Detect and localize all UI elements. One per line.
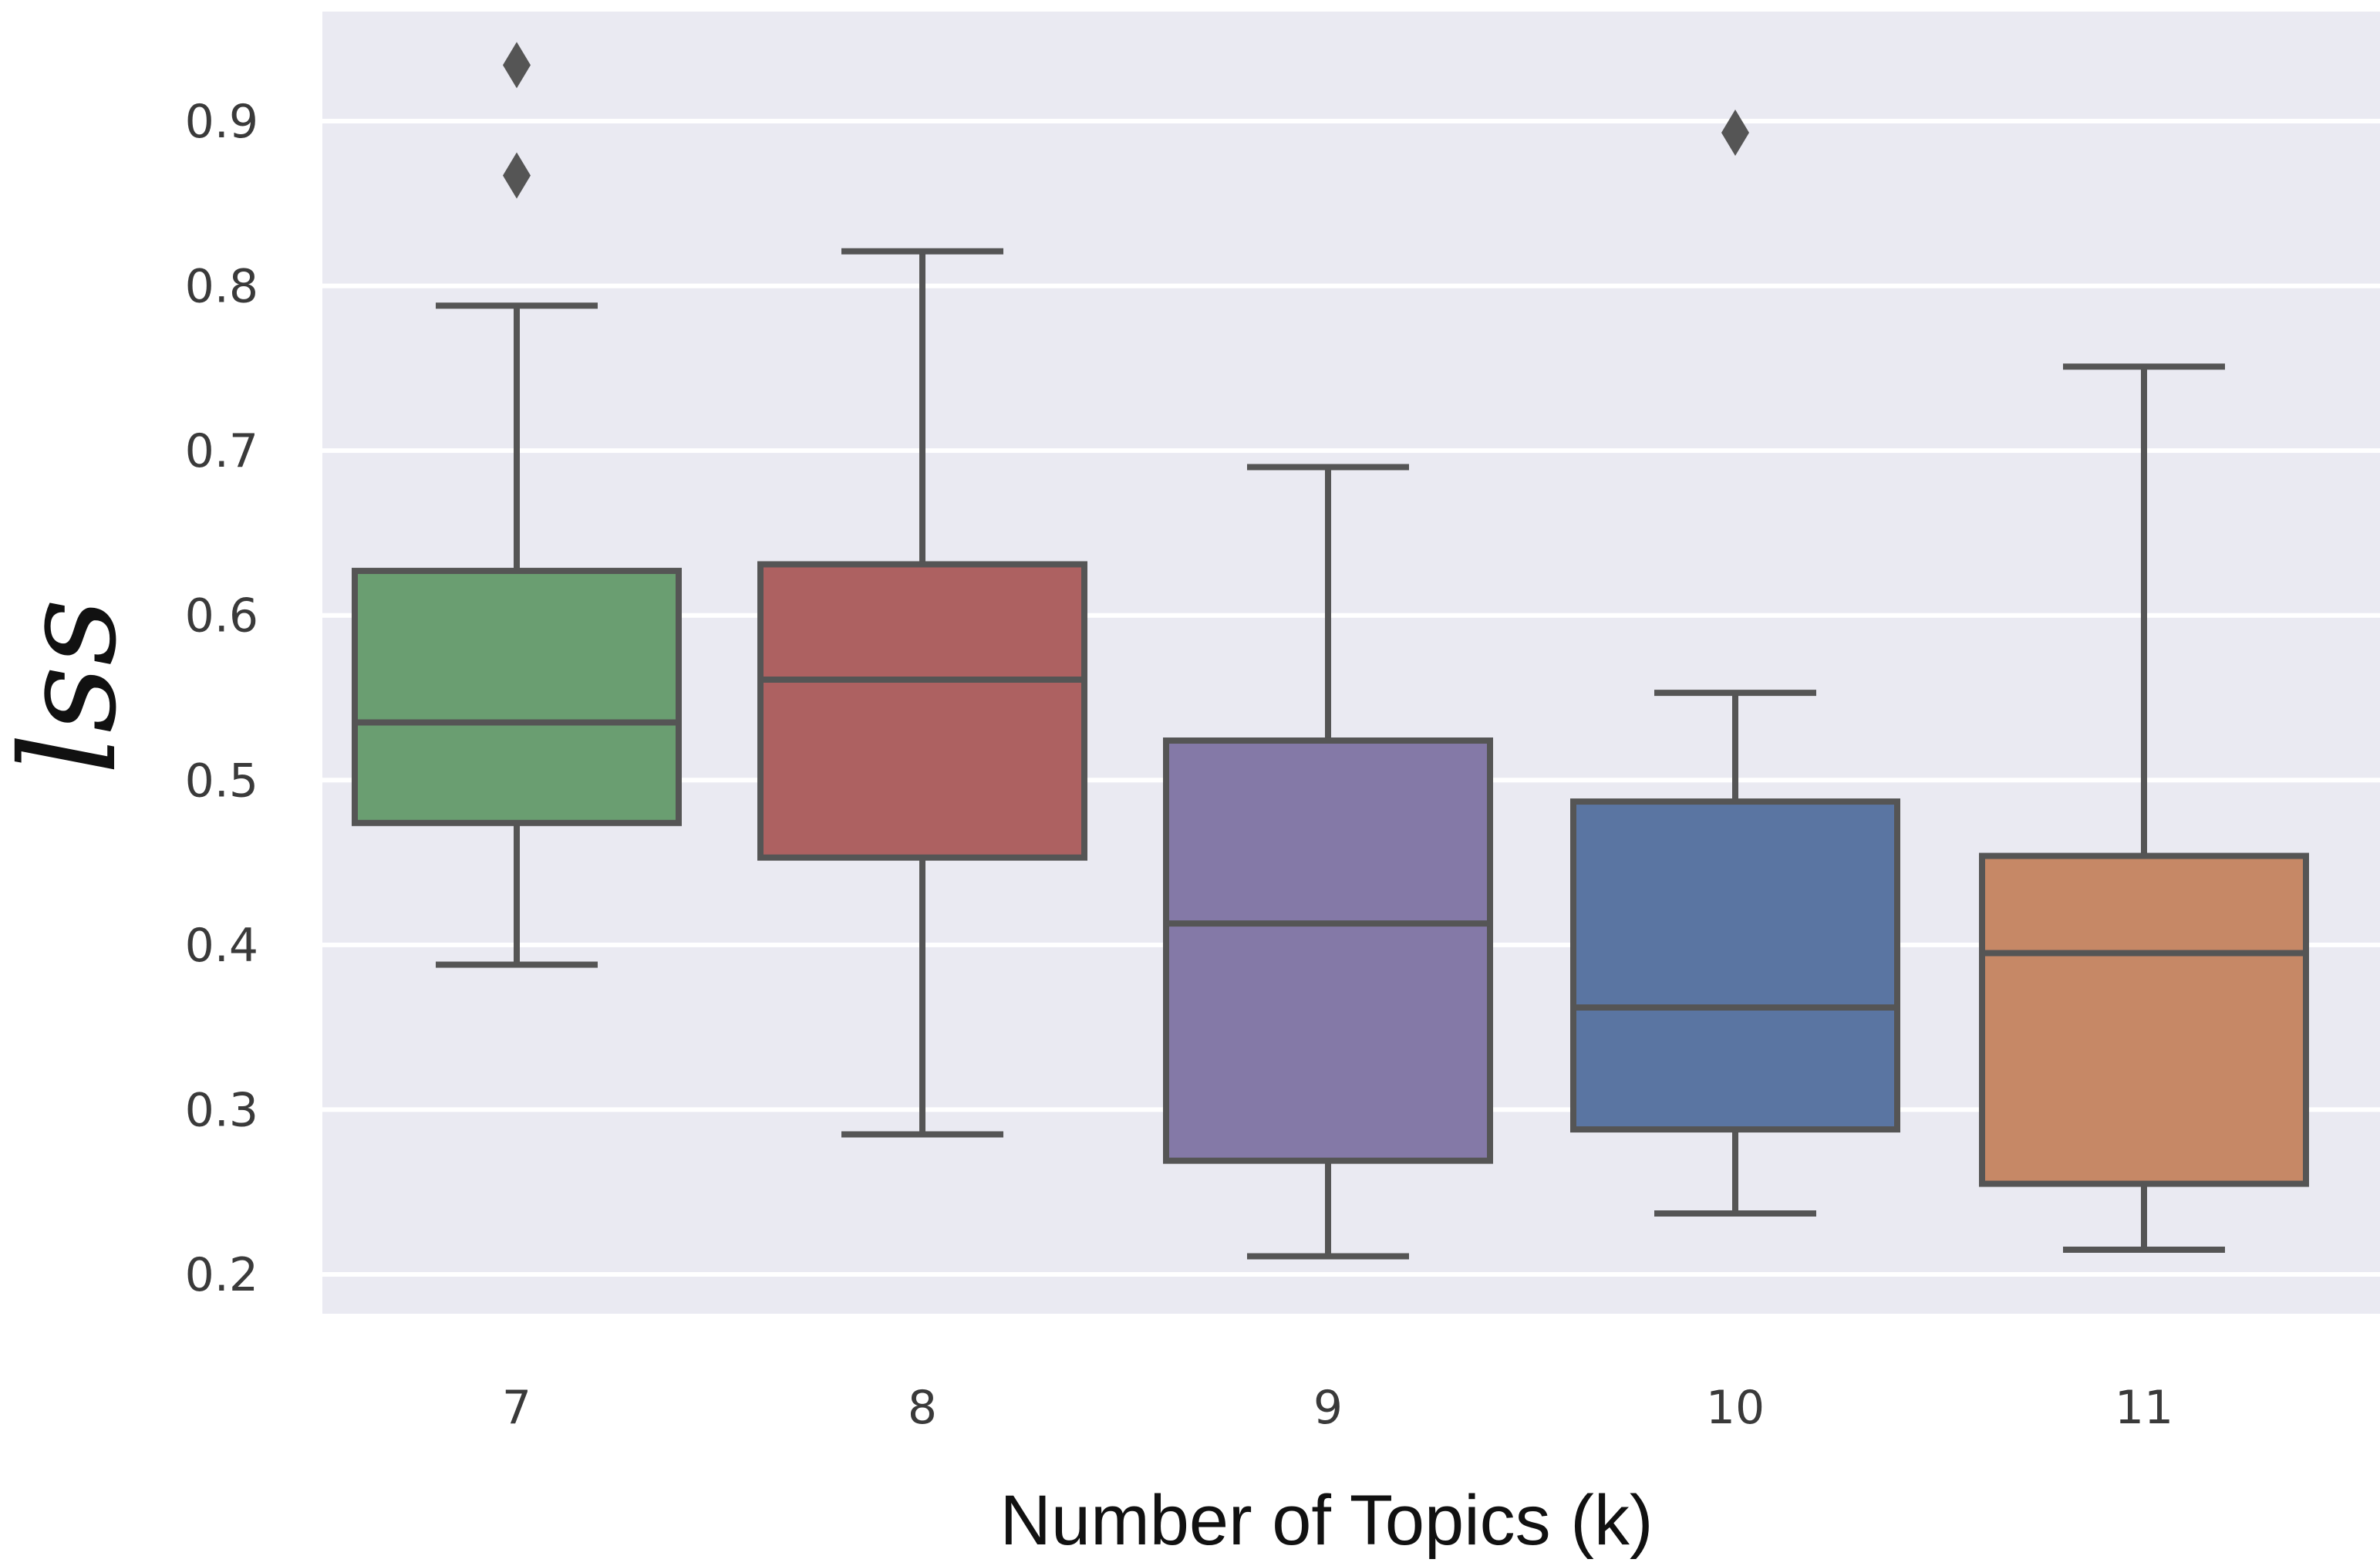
y-axis-title: lss	[0, 599, 146, 775]
box-iqr	[1979, 852, 2309, 1187]
y-tick-labels: 0.2 0.3 0.4 0.5 0.6 0.7 0.8 0.9	[185, 95, 258, 1302]
box-iqr	[757, 561, 1087, 861]
box-group-k-11	[1979, 363, 2309, 1253]
y-tick-label-0.9: 0.9	[185, 95, 258, 149]
box-group-k-9	[1163, 464, 1493, 1260]
x-tick-label-9: 9	[1313, 1381, 1343, 1435]
y-tick-label-0.3: 0.3	[185, 1083, 258, 1137]
box-iqr	[1570, 798, 1900, 1133]
box-iqr	[1163, 737, 1493, 1164]
y-tick-label-0.2: 0.2	[185, 1248, 258, 1302]
box-group-k-10	[1570, 109, 1900, 1217]
box-group-k-7	[352, 42, 682, 968]
x-axis-title: Number of Topics (k)	[1000, 1481, 1653, 1560]
y-tick-label-0.7: 0.7	[185, 424, 258, 478]
x-tick-labels: 7 8 9 10 11	[502, 1381, 2173, 1435]
x-tick-label-10: 10	[1706, 1381, 1765, 1435]
y-tick-label-0.4: 0.4	[185, 919, 258, 973]
boxes	[352, 42, 2309, 1260]
box-group-k-8	[757, 248, 1087, 1138]
x-tick-label-8: 8	[908, 1381, 937, 1435]
x-tick-label-7: 7	[502, 1381, 531, 1435]
y-tick-label-0.8: 0.8	[185, 260, 258, 314]
x-tick-label-11: 11	[2115, 1381, 2173, 1435]
outlier-point	[503, 42, 531, 89]
outlier-point	[1721, 109, 1749, 156]
y-tick-label-0.5: 0.5	[185, 754, 258, 808]
outlier-point	[503, 152, 531, 199]
box-iqr	[352, 568, 682, 826]
y-tick-label-0.6: 0.6	[185, 589, 258, 643]
